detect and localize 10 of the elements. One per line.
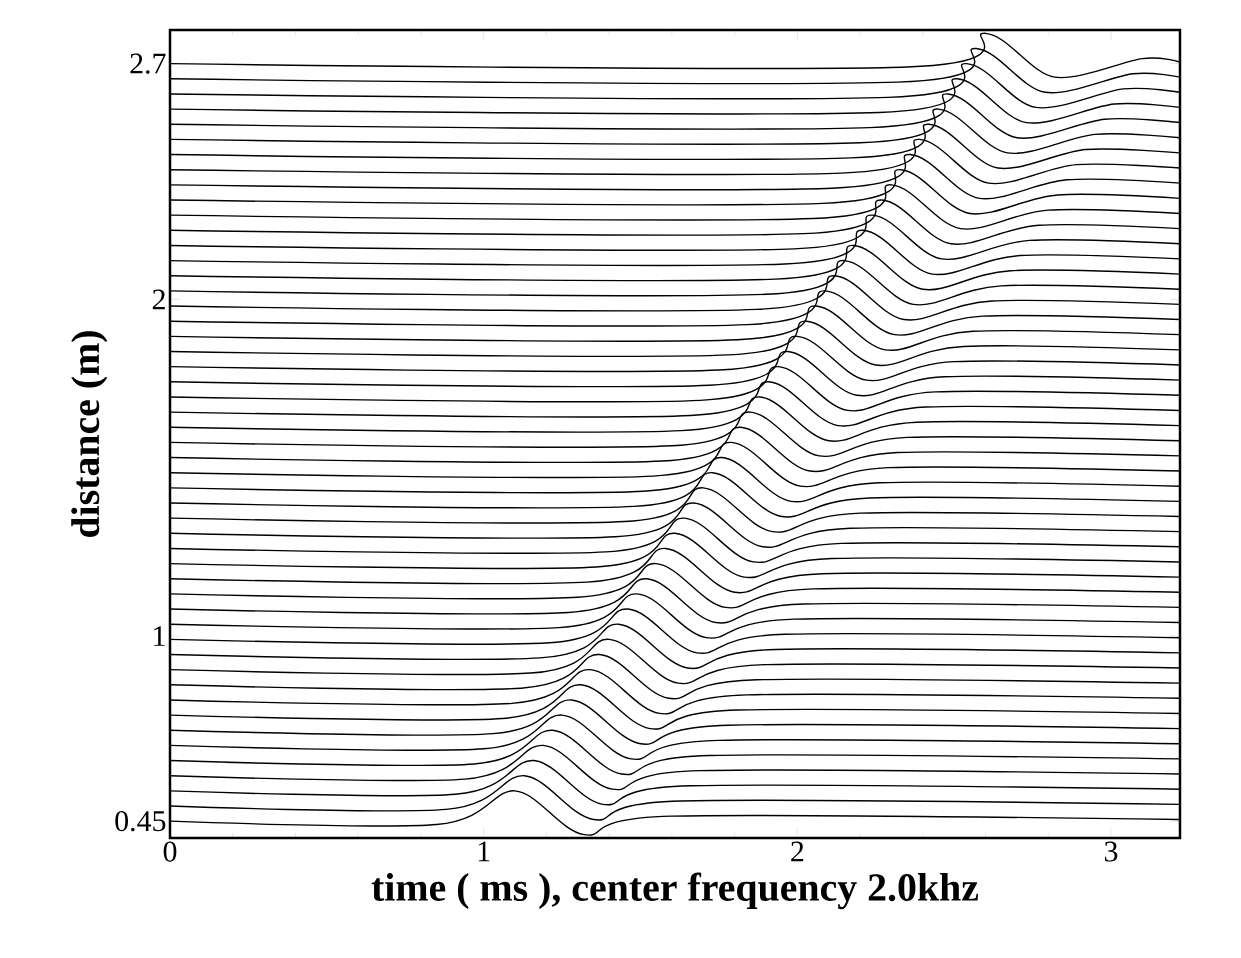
y-tick-label: 2 (152, 289, 165, 310)
y-tick-label: 2.7 (130, 53, 166, 74)
y-axis-title: distance (m) (71, 331, 108, 537)
x-tick-label: 3 (1104, 841, 1118, 862)
y-tick-label: 0.45 (115, 811, 166, 832)
x-axis-title: time ( ms ), center frequency 2.0khz (371, 872, 979, 910)
x-tick-label: 2 (791, 841, 804, 862)
x-tick-label: 0 (163, 841, 177, 862)
y-tick-label: 1 (154, 626, 165, 646)
x-tick-label: 1 (478, 841, 490, 862)
